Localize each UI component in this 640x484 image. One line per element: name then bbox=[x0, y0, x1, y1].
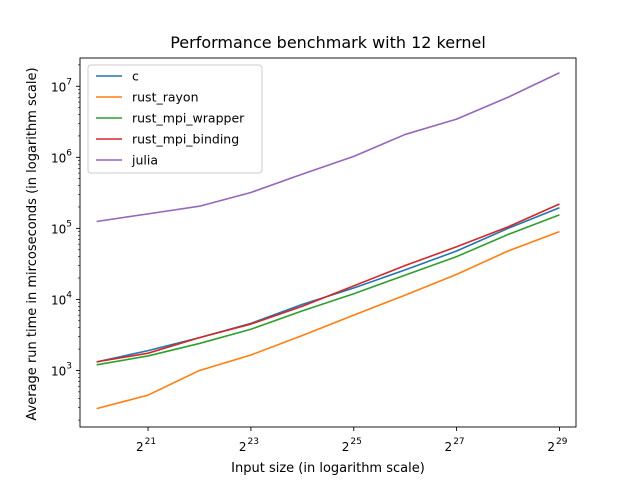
legend-label: c bbox=[132, 69, 139, 84]
legend-label: rust_mpi_binding bbox=[132, 132, 239, 147]
legend-box bbox=[87, 64, 263, 174]
legend-label: rust_rayon bbox=[132, 90, 199, 105]
chart-title: Performance benchmark with 12 kernel bbox=[170, 33, 486, 52]
series-line-rust-rayon bbox=[96, 230, 560, 410]
legend-label: julia bbox=[131, 153, 158, 168]
series-line-julia bbox=[96, 72, 560, 223]
y-axis-label: Average run time in mircoseconds (in log… bbox=[25, 67, 40, 420]
legend-label: rust_mpi_wrapper bbox=[132, 111, 245, 126]
x-axis-label: Input size (in logarithm scale) bbox=[231, 461, 425, 476]
series-line-rust-mpi-wrapper bbox=[96, 214, 560, 366]
axes-frame bbox=[79, 57, 577, 428]
series-line-rust-mpi-binding bbox=[96, 203, 560, 363]
legend: c rust_rayon rust_mpi_wrapper rust_mpi_bind… bbox=[87, 64, 263, 174]
